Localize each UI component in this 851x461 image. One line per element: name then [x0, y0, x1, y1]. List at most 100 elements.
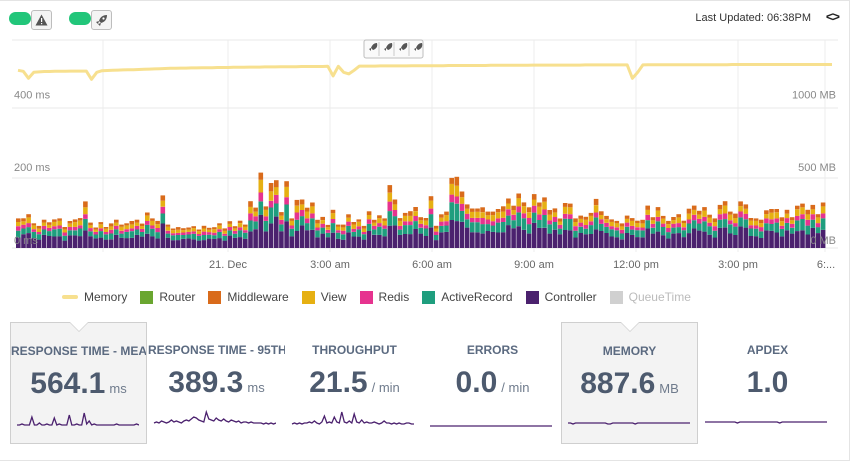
bar-segment-redis[interactable]	[789, 223, 795, 228]
bar-segment-controller[interactable]	[557, 234, 563, 248]
bar-segment-middleware[interactable]	[449, 177, 454, 184]
rocket-icon[interactable]	[384, 43, 393, 51]
bar-segment-activerecord[interactable]	[212, 235, 217, 239]
bar-segment-activerecord[interactable]	[41, 229, 47, 235]
bar-segment-middleware[interactable]	[361, 225, 367, 229]
bar-segment-controller[interactable]	[676, 233, 681, 248]
bar-segment-redis[interactable]	[578, 222, 583, 227]
bar-segment-middleware[interactable]	[712, 218, 718, 222]
bar-segment-controller[interactable]	[418, 233, 423, 248]
bar-segment-activerecord[interactable]	[758, 231, 764, 238]
bar-segment-redis[interactable]	[289, 225, 294, 229]
bar-segment-controller[interactable]	[304, 230, 310, 248]
bar-segment-redis[interactable]	[134, 225, 140, 230]
bar-segment-redis[interactable]	[485, 219, 491, 225]
bar-segment-redis[interactable]	[573, 226, 578, 231]
bar-segment-controller[interactable]	[459, 221, 465, 248]
bar-segment-controller[interactable]	[397, 234, 403, 248]
bar-segment-middleware[interactable]	[186, 227, 191, 230]
bar-segment-middleware[interactable]	[722, 201, 728, 206]
bar-segment-middleware[interactable]	[588, 212, 594, 216]
bar-segment-view[interactable]	[738, 206, 743, 212]
bar-segment-controller[interactable]	[609, 236, 614, 249]
bar-segment-activerecord[interactable]	[418, 227, 423, 234]
bar-segment-redis[interactable]	[72, 226, 78, 231]
bar-segment-activerecord[interactable]	[108, 233, 114, 240]
bar-segment-view[interactable]	[485, 215, 491, 220]
bar-segment-redis[interactable]	[712, 226, 718, 231]
bar-segment-middleware[interactable]	[769, 209, 774, 213]
bar-segment-view[interactable]	[93, 229, 98, 232]
bar-segment-controller[interactable]	[62, 240, 67, 248]
bar-segment-view[interactable]	[52, 221, 57, 227]
bar-segment-view[interactable]	[98, 224, 104, 229]
bar-segment-middleware[interactable]	[150, 218, 155, 221]
bar-segment-view[interactable]	[31, 225, 37, 230]
bar-segment-middleware[interactable]	[108, 223, 114, 227]
bar-segment-activerecord[interactable]	[712, 230, 718, 238]
bar-segment-view[interactable]	[526, 212, 532, 218]
bar-segment-view[interactable]	[655, 210, 661, 217]
bar-segment-activerecord[interactable]	[552, 222, 558, 230]
bar-segment-redis[interactable]	[640, 227, 645, 231]
bar-segment-redis[interactable]	[805, 219, 810, 226]
bar-segment-middleware[interactable]	[418, 217, 423, 221]
bar-segment-view[interactable]	[160, 200, 166, 207]
bar-segment-view[interactable]	[413, 211, 418, 216]
bar-segment-activerecord[interactable]	[516, 212, 521, 227]
bar-segment-redis[interactable]	[191, 231, 196, 234]
bar-segment-redis[interactable]	[635, 227, 640, 231]
bar-segment-controller[interactable]	[428, 227, 434, 248]
bar-segment-activerecord[interactable]	[583, 228, 589, 235]
bar-segment-controller[interactable]	[392, 225, 398, 248]
bar-segment-view[interactable]	[341, 227, 346, 231]
rocket-icon[interactable]	[369, 43, 378, 51]
bar-segment-redis[interactable]	[820, 213, 826, 219]
bar-segment-activerecord[interactable]	[738, 217, 743, 227]
bar-segment-view[interactable]	[372, 222, 377, 226]
bar-segment-middleware[interactable]	[155, 220, 160, 225]
bar-segment-redis[interactable]	[691, 214, 697, 221]
bar-segment-middleware[interactable]	[485, 211, 491, 216]
bar-segment-middleware[interactable]	[650, 217, 656, 221]
bar-segment-view[interactable]	[232, 228, 238, 231]
bar-segment-middleware[interactable]	[397, 218, 403, 221]
bar-segment-controller[interactable]	[655, 231, 661, 248]
bar-segment-middleware[interactable]	[289, 218, 294, 221]
bar-segment-redis[interactable]	[748, 225, 754, 229]
bar-segment-middleware[interactable]	[604, 215, 609, 220]
bar-segment-activerecord[interactable]	[531, 212, 537, 223]
bar-segment-view[interactable]	[217, 225, 222, 230]
bar-segment-activerecord[interactable]	[660, 227, 666, 236]
bar-segment-middleware[interactable]	[134, 219, 140, 223]
bar-segment-activerecord[interactable]	[789, 227, 795, 234]
bar-segment-redis[interactable]	[588, 221, 594, 226]
bar-segment-view[interactable]	[114, 222, 119, 226]
bar-segment-redis[interactable]	[41, 225, 47, 230]
bar-segment-activerecord[interactable]	[795, 220, 800, 231]
bar-segment-view[interactable]	[531, 199, 537, 206]
bar-segment-middleware[interactable]	[93, 227, 98, 230]
bar-segment-middleware[interactable]	[41, 219, 47, 223]
bar-segment-controller[interactable]	[660, 235, 666, 248]
bar-segment-redis[interactable]	[315, 227, 320, 231]
bar-segment-activerecord[interactable]	[103, 234, 109, 240]
bar-segment-middleware[interactable]	[341, 224, 346, 228]
legend-item-middleware[interactable]: Middleware	[208, 290, 289, 304]
bar-segment-view[interactable]	[428, 200, 434, 209]
bar-segment-middleware[interactable]	[531, 194, 537, 200]
bar-segment-controller[interactable]	[191, 239, 196, 248]
bar-segment-activerecord[interactable]	[72, 230, 78, 236]
bar-segment-view[interactable]	[743, 208, 749, 214]
bar-segment-view[interactable]	[397, 220, 403, 226]
bar-segment-redis[interactable]	[196, 233, 202, 236]
bar-segment-controller[interactable]	[21, 234, 26, 248]
bar-segment-middleware[interactable]	[263, 206, 269, 210]
bar-segment-redis[interactable]	[145, 221, 150, 225]
bar-segment-middleware[interactable]	[568, 203, 573, 208]
bar-segment-controller[interactable]	[480, 233, 485, 248]
bar-segment-middleware[interactable]	[655, 207, 661, 211]
bar-segment-activerecord[interactable]	[743, 219, 749, 228]
bar-segment-view[interactable]	[784, 213, 790, 219]
bar-segment-redis[interactable]	[186, 231, 191, 235]
